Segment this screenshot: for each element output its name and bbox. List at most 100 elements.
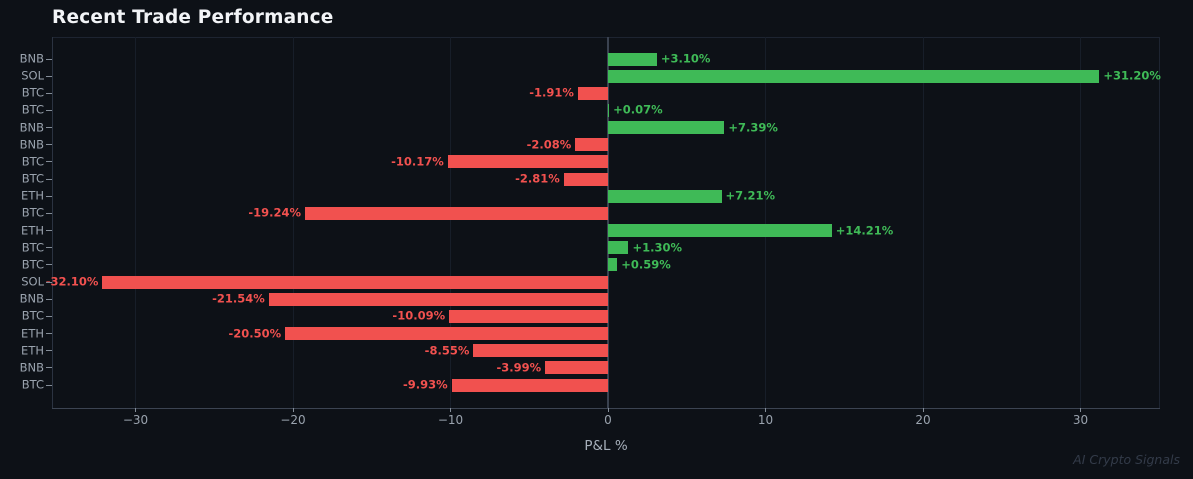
bar-value-label: +0.07% (613, 102, 663, 117)
y-tick-mark (46, 350, 52, 352)
bar (449, 309, 608, 323)
bar-value-label: -10.09% (392, 308, 446, 323)
x-tick-mark (1080, 408, 1081, 412)
y-tick-mark (46, 247, 52, 249)
bar (473, 344, 608, 358)
bar (451, 378, 608, 392)
x-tick-label: 10 (757, 413, 774, 427)
x-tick-label: −20 (280, 413, 306, 427)
y-tick-mark (46, 144, 52, 146)
bar-value-label: -20.50% (228, 325, 282, 340)
axis-spine-bottom (52, 408, 1160, 409)
bar (608, 241, 629, 255)
bar-value-label: -32.10% (45, 274, 99, 289)
bar (608, 69, 1100, 83)
axis-spine-top (52, 37, 1160, 38)
y-tick-mark (46, 264, 52, 266)
chart-title: Recent Trade Performance (52, 7, 334, 28)
bar-value-label: -10.17% (391, 154, 444, 169)
zero-line (607, 37, 609, 408)
y-tick-label: SOL (21, 68, 44, 83)
bar-value-label: +1.30% (632, 240, 683, 255)
y-tick-mark (46, 298, 52, 300)
y-tick-mark (46, 333, 52, 335)
x-tick-label: −10 (437, 413, 464, 427)
gridline (450, 37, 451, 408)
y-tick-mark (46, 230, 52, 232)
y-tick-label: BTC (21, 85, 44, 100)
bar (563, 172, 608, 186)
bar-value-label: +7.39% (728, 119, 778, 134)
y-tick-mark (46, 195, 52, 197)
bar-value-label: +31.20% (1103, 68, 1161, 83)
y-tick-label: BTC (21, 257, 44, 272)
y-tick-label: ETH (21, 325, 44, 340)
bar (608, 103, 610, 117)
bar-value-label: +0.59% (621, 257, 671, 272)
axis-spine-left (52, 37, 53, 408)
gridline (1080, 37, 1081, 408)
bar (304, 206, 608, 220)
bar (447, 155, 608, 169)
bar (577, 86, 608, 100)
y-tick-mark (46, 367, 52, 369)
bar (102, 275, 608, 289)
y-tick-label: BTC (21, 240, 44, 255)
x-tick-label: −30 (122, 413, 149, 427)
bar-value-label: -8.55% (424, 343, 470, 358)
y-tick-mark (46, 212, 52, 214)
y-tick-mark (46, 178, 52, 180)
y-tick-label: ETH (21, 222, 44, 237)
x-tick-label: 0 (604, 413, 612, 427)
y-tick-mark (46, 384, 52, 386)
y-tick-label: BNB (19, 51, 44, 66)
y-tick-label: BNB (19, 119, 44, 134)
bar-value-label: -21.54% (212, 291, 265, 306)
bar-value-label: -2.08% (526, 137, 572, 152)
y-tick-label: BTC (21, 308, 44, 323)
bar (285, 327, 608, 341)
bar-value-label: -9.93% (402, 377, 448, 392)
y-tick-label: BTC (21, 377, 44, 392)
watermark: AI Crypto Signals (1073, 452, 1180, 467)
y-tick-mark (46, 109, 52, 111)
x-tick-mark (607, 408, 609, 412)
x-tick-label: 30 (1072, 413, 1089, 427)
bar (608, 224, 832, 238)
x-tick-label: 20 (915, 413, 931, 427)
gridline (922, 37, 924, 408)
x-tick-mark (765, 408, 766, 412)
x-tick-mark (135, 408, 136, 412)
y-tick-label: BTC (21, 171, 44, 186)
y-tick-label: BNB (19, 291, 44, 306)
y-tick-mark (46, 127, 52, 129)
bar-value-label: -19.24% (248, 205, 301, 220)
y-tick-mark (46, 58, 52, 60)
y-tick-label: BTC (21, 154, 44, 169)
bar-value-label: +3.10% (660, 51, 711, 66)
y-tick-label: BTC (21, 102, 44, 117)
y-tick-label: ETH (21, 188, 44, 203)
bar (608, 121, 725, 135)
y-tick-mark (46, 75, 52, 77)
gridline (292, 37, 294, 408)
y-tick-mark (46, 92, 52, 94)
y-tick-label: ETH (21, 343, 44, 358)
axis-spine-right (1159, 37, 1160, 408)
bar (545, 361, 608, 375)
y-tick-label: BNB (19, 137, 44, 152)
y-tick-mark (46, 161, 52, 163)
bar-value-label: +14.21% (835, 222, 894, 237)
bar-value-label: +7.21% (725, 188, 776, 203)
bar (575, 138, 608, 152)
bar (608, 258, 618, 272)
y-tick-label: BTC (21, 205, 44, 220)
y-tick-label: BNB (19, 360, 44, 375)
bar-value-label: -2.81% (515, 171, 560, 186)
bar (608, 52, 657, 66)
gridline (765, 37, 766, 408)
x-axis-label: P&L % (584, 438, 628, 454)
bar-value-label: -1.91% (529, 85, 574, 100)
x-tick-mark (450, 408, 451, 412)
